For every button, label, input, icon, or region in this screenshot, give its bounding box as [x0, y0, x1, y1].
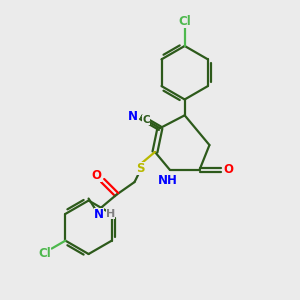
Text: N: N [94, 208, 103, 221]
Text: Cl: Cl [178, 15, 191, 28]
Text: N: N [128, 110, 138, 123]
Text: S: S [136, 162, 145, 175]
Text: O: O [223, 163, 233, 176]
Text: O: O [92, 169, 102, 182]
Text: Cl: Cl [38, 247, 51, 260]
Text: C: C [142, 115, 150, 125]
Text: H: H [106, 209, 115, 219]
Text: NH: NH [158, 174, 178, 187]
